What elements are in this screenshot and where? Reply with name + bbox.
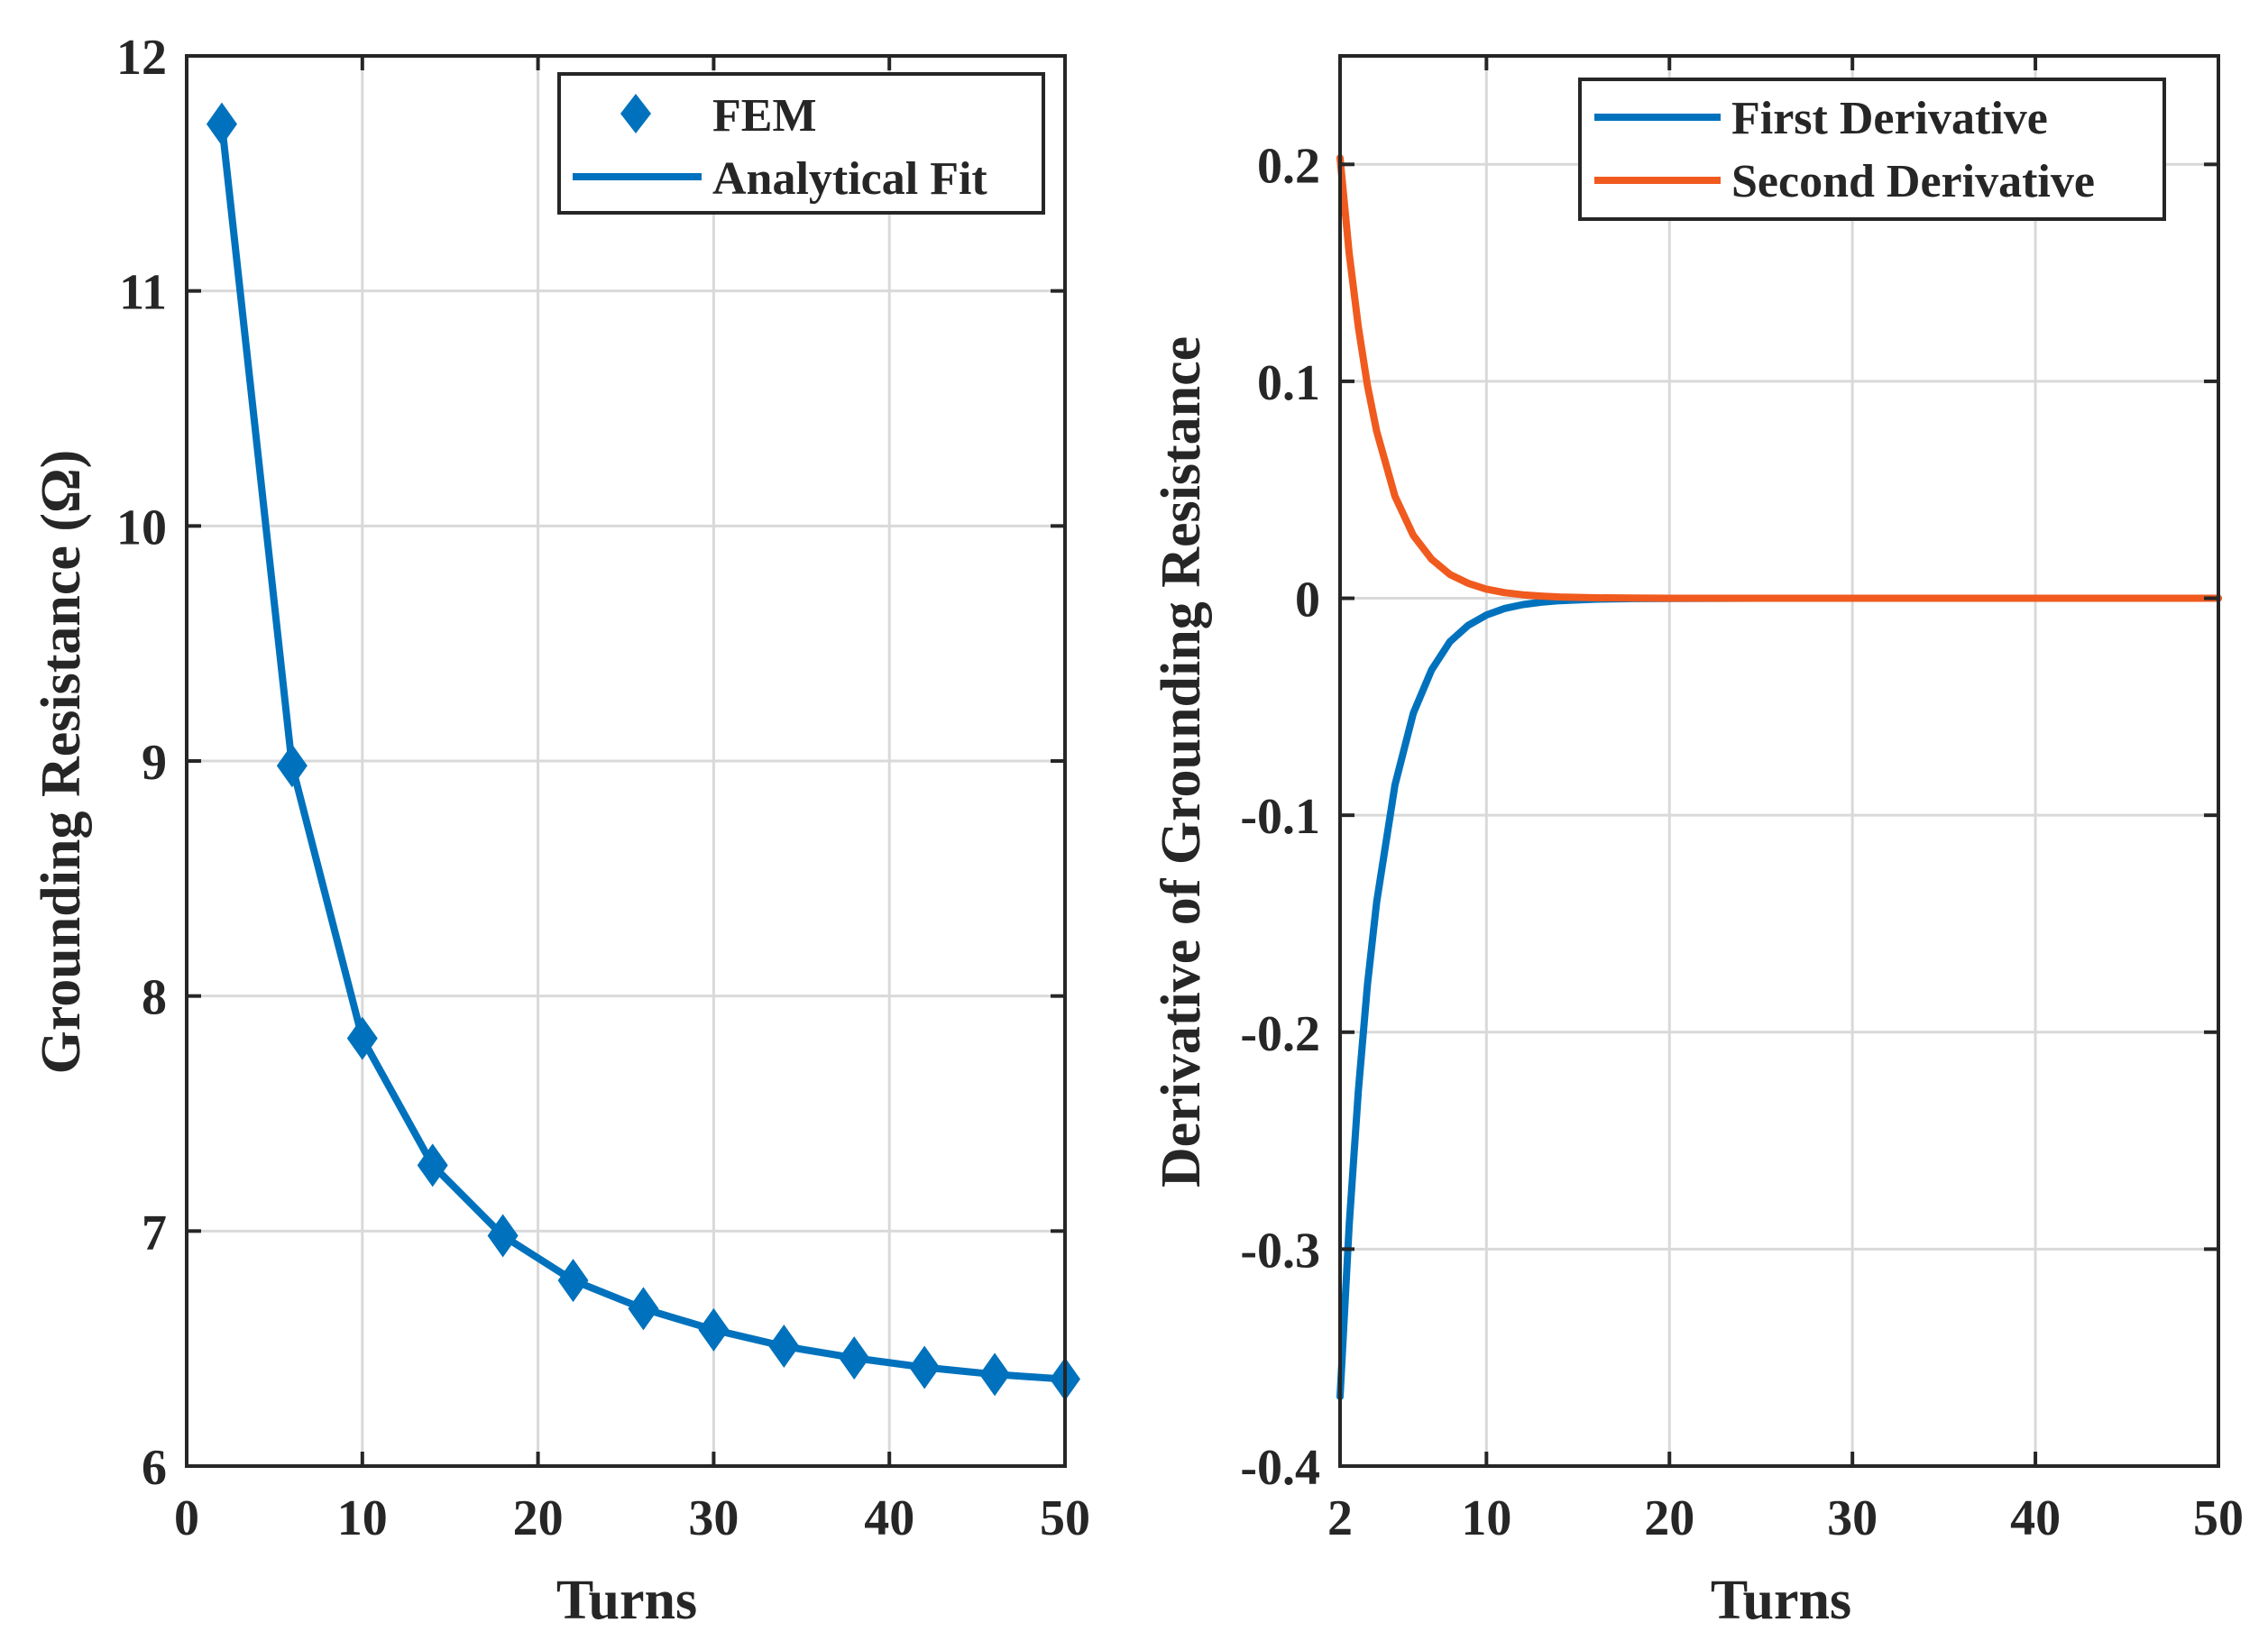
resistance-legend-box	[557, 72, 1045, 215]
derivative-y-tick-label-2: -0.2	[1240, 1006, 1320, 1062]
resistance-y-tick-label-5: 11	[119, 265, 167, 321]
second-derivative-legend-label: Second Derivative	[1731, 156, 2095, 207]
derivative-x-tick-label-0: 2	[1327, 1490, 1353, 1546]
resistance-fem-point-2	[346, 1016, 378, 1060]
derivative-x-tick-label-3: 30	[1827, 1490, 1878, 1546]
fem-legend-marker	[620, 94, 651, 133]
derivative-x-tick-label-1: 10	[1461, 1490, 1511, 1546]
resistance-y-tick-label-2: 8	[142, 970, 167, 1026]
derivative-x-tick-label-2: 20	[1644, 1490, 1694, 1546]
resistance-x-tick-label-0: 0	[174, 1490, 199, 1546]
first-derivative-legend-label: First Derivative	[1731, 93, 2048, 144]
derivative-axes-box	[1338, 54, 2220, 1468]
derivative-legend: First Derivative Second Derivative	[1578, 78, 2166, 221]
analytical-fit-legend-label: Analytical Fit	[712, 153, 987, 205]
resistance-fem-point-7	[698, 1307, 730, 1352]
resistance-fem-point-6	[628, 1287, 659, 1331]
resistance-x-tick-label-5: 50	[1040, 1490, 1090, 1546]
derivative-series-line-1	[1336, 154, 2222, 602]
derivative-chart: 2 10 20 30 40 50 -0.4 -0.3 -0.2 -0.1 0 0.1 0.2 Turns…	[1151, 54, 2244, 1631]
derivative-axes-frame	[1338, 54, 2220, 1468]
resistance-series	[206, 102, 1080, 1401]
resistance-fem-point-0	[206, 102, 237, 146]
resistance-x-tick-label-2: 20	[513, 1490, 564, 1546]
resistance-y-tick-label-6: 12	[116, 30, 167, 86]
resistance-y-tick-label-3: 9	[142, 735, 167, 791]
derivative-x-tick-label-5: 50	[2193, 1490, 2244, 1546]
derivative-y-tick-label-3: -0.1	[1240, 789, 1320, 845]
resistance-x-tick-label-3: 30	[688, 1490, 739, 1546]
resistance-fem-point-4	[487, 1214, 519, 1258]
derivative-x-tick-label-4: 40	[2010, 1490, 2061, 1546]
derivative-y-tick-label-0: -0.4	[1240, 1440, 1320, 1496]
resistance-fem-point-5	[557, 1259, 589, 1303]
resistance-x-tick-label-1: 10	[337, 1490, 388, 1546]
derivative-series	[1336, 154, 2222, 1400]
derivative-legend-box	[1578, 78, 2166, 221]
resistance-y-tick-label-1: 7	[142, 1205, 167, 1261]
resistance-legend: FEM Analytical Fit	[557, 72, 1045, 215]
resistance-fem-point-11	[979, 1352, 1011, 1397]
derivative-y-tick-label-1: -0.3	[1240, 1223, 1320, 1279]
resistance-y-tick-label-4: 10	[116, 500, 167, 555]
resistance-axes-frame	[185, 54, 1067, 1468]
resistance-chart: 0 10 20 30 40 50 6 7 8 9 10 11 12 Turns Grounding Re…	[31, 30, 1090, 1631]
resistance-y-tick-label-0: 6	[142, 1440, 167, 1496]
derivative-tick-labels: 2 10 20 30 40 50 -0.4 -0.3 -0.2 -0.1 0 0.1 0.2	[1240, 138, 2244, 1546]
resistance-fem-point-9	[839, 1336, 870, 1380]
fem-legend-label: FEM	[712, 90, 817, 142]
derivative-y-tick-label-4: 0	[1295, 573, 1320, 628]
derivative-y-axis-label: Derivative of Grounding Resistance	[1151, 336, 1212, 1187]
resistance-y-axis-label: Grounding Resistance (Ω)	[31, 450, 92, 1075]
resistance-tick-labels: 0 10 20 30 40 50 6 7 8 9 10 11 12	[116, 30, 1090, 1546]
derivative-x-axis-label: Turns	[1711, 1570, 1851, 1631]
resistance-fem-point-1	[276, 744, 308, 788]
resistance-fem-point-8	[768, 1325, 800, 1369]
resistance-fem-point-3	[417, 1143, 448, 1187]
resistance-x-tick-label-4: 40	[864, 1490, 914, 1546]
derivative-y-tick-label-5: 0.1	[1257, 355, 1320, 411]
resistance-fem-point-10	[909, 1345, 941, 1389]
derivative-y-tick-label-6: 0.2	[1257, 138, 1320, 194]
resistance-x-axis-label: Turns	[556, 1570, 697, 1631]
